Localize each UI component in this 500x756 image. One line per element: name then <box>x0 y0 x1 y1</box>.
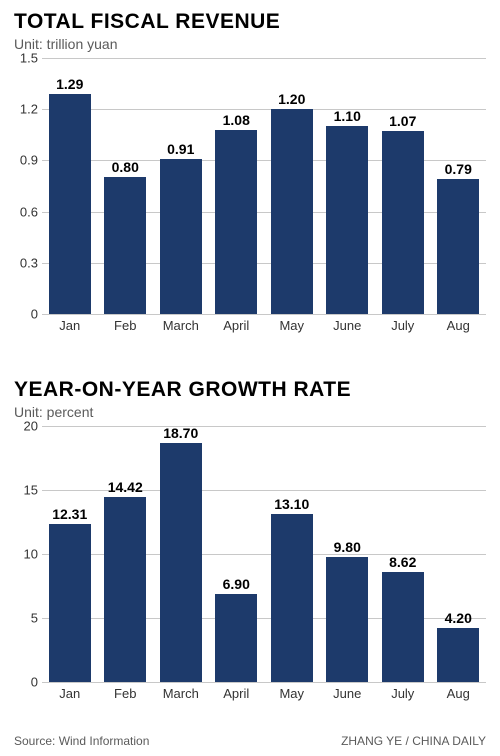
bar-group: 1.29 <box>49 94 91 314</box>
bar-rect <box>49 524 91 682</box>
bar-value-label: 0.80 <box>112 159 139 175</box>
bar-value-label: 1.29 <box>56 76 83 92</box>
bar-rect <box>382 131 424 314</box>
bar-rect <box>271 109 313 314</box>
x-tick-label: May <box>271 318 313 333</box>
y-tick-label: 1.5 <box>14 51 38 66</box>
bar-value-label: 4.20 <box>445 610 472 626</box>
chart-footer: Source: Wind Information ZHANG YE / CHIN… <box>14 734 486 748</box>
bar-rect <box>160 443 202 682</box>
x-tick-label: Jan <box>49 318 91 333</box>
bar-rect <box>437 628 479 682</box>
bar-rect <box>104 497 146 682</box>
revenue-plot-area: 00.30.60.91.21.51.290.800.911.081.201.10… <box>14 58 486 314</box>
bar-group: 0.91 <box>160 159 202 314</box>
growth-chart-panel: YEAR-ON-YEAR GROWTH RATE Unit: percent 0… <box>14 378 486 682</box>
credit-label: ZHANG YE / CHINA DAILY <box>341 734 486 748</box>
source-label: Source: Wind Information <box>14 734 149 748</box>
bars-row: 12.31 14.42 18.70 6.90 13.10 9.80 8.62 4.20 <box>42 426 486 682</box>
bar-group: 1.08 <box>215 130 257 314</box>
x-tick-label: June <box>326 686 368 701</box>
bar-group: 13.10 <box>271 514 313 682</box>
bar-value-label: 18.70 <box>163 425 198 441</box>
growth-chart-unit: Unit: percent <box>14 404 486 420</box>
bar-value-label: 6.90 <box>223 576 250 592</box>
x-labels-row: Jan Feb March April May June July Aug <box>42 686 486 701</box>
x-tick-label: April <box>215 318 257 333</box>
x-tick-label: Feb <box>104 318 146 333</box>
bar-rect <box>104 177 146 314</box>
bars-row: 1.29 0.80 0.91 1.08 1.20 1.10 1.07 0.79 <box>42 58 486 314</box>
bar-rect <box>326 126 368 314</box>
bar-rect <box>215 594 257 682</box>
bar-value-label: 13.10 <box>274 496 309 512</box>
revenue-chart-title: TOTAL FISCAL REVENUE <box>14 10 486 34</box>
x-tick-label: Feb <box>104 686 146 701</box>
bar-rect <box>215 130 257 314</box>
bar-value-label: 1.10 <box>334 108 361 124</box>
y-tick-label: 15 <box>14 483 38 498</box>
bar-group: 1.20 <box>271 109 313 314</box>
bar-rect <box>160 159 202 314</box>
y-tick-label: 0 <box>14 307 38 322</box>
x-tick-label: July <box>382 686 424 701</box>
bar-rect <box>271 514 313 682</box>
bar-group: 8.62 <box>382 572 424 682</box>
x-tick-label: Aug <box>437 318 479 333</box>
revenue-chart-unit: Unit: trillion yuan <box>14 36 486 52</box>
bar-group: 6.90 <box>215 594 257 682</box>
bar-value-label: 9.80 <box>334 539 361 555</box>
x-tick-label: Aug <box>437 686 479 701</box>
bar-value-label: 1.07 <box>389 113 416 129</box>
bar-group: 12.31 <box>49 524 91 682</box>
bar-rect <box>326 557 368 682</box>
growth-chart-title: YEAR-ON-YEAR GROWTH RATE <box>14 378 486 402</box>
y-tick-label: 1.2 <box>14 102 38 117</box>
x-tick-label: June <box>326 318 368 333</box>
bar-rect <box>437 179 479 314</box>
bar-group: 0.79 <box>437 179 479 314</box>
bar-value-label: 12.31 <box>52 506 87 522</box>
x-tick-label: May <box>271 686 313 701</box>
bar-group: 9.80 <box>326 557 368 682</box>
bar-group: 14.42 <box>104 497 146 682</box>
y-tick-label: 0.3 <box>14 255 38 270</box>
x-labels-row: Jan Feb March April May June July Aug <box>42 318 486 333</box>
bar-value-label: 0.79 <box>445 161 472 177</box>
x-tick-label: Jan <box>49 686 91 701</box>
bar-group: 0.80 <box>104 177 146 314</box>
x-tick-label: July <box>382 318 424 333</box>
bar-value-label: 0.91 <box>167 141 194 157</box>
y-tick-label: 20 <box>14 419 38 434</box>
x-tick-label: March <box>160 318 202 333</box>
grid-line <box>42 314 486 315</box>
revenue-chart-panel: TOTAL FISCAL REVENUE Unit: trillion yuan… <box>14 10 486 314</box>
bar-value-label: 1.08 <box>223 112 250 128</box>
y-tick-label: 0.9 <box>14 153 38 168</box>
x-tick-label: March <box>160 686 202 701</box>
y-tick-label: 10 <box>14 547 38 562</box>
y-tick-label: 0.6 <box>14 204 38 219</box>
bar-value-label: 8.62 <box>389 554 416 570</box>
bar-rect <box>382 572 424 682</box>
x-tick-label: April <box>215 686 257 701</box>
bar-group: 1.07 <box>382 131 424 314</box>
bar-value-label: 14.42 <box>108 479 143 495</box>
bar-group: 1.10 <box>326 126 368 314</box>
y-tick-label: 0 <box>14 675 38 690</box>
bar-group: 4.20 <box>437 628 479 682</box>
growth-plot-area: 0510152012.3114.4218.706.9013.109.808.62… <box>14 426 486 682</box>
bar-value-label: 1.20 <box>278 91 305 107</box>
bar-group: 18.70 <box>160 443 202 682</box>
y-tick-label: 5 <box>14 611 38 626</box>
grid-line <box>42 682 486 683</box>
bar-rect <box>49 94 91 314</box>
